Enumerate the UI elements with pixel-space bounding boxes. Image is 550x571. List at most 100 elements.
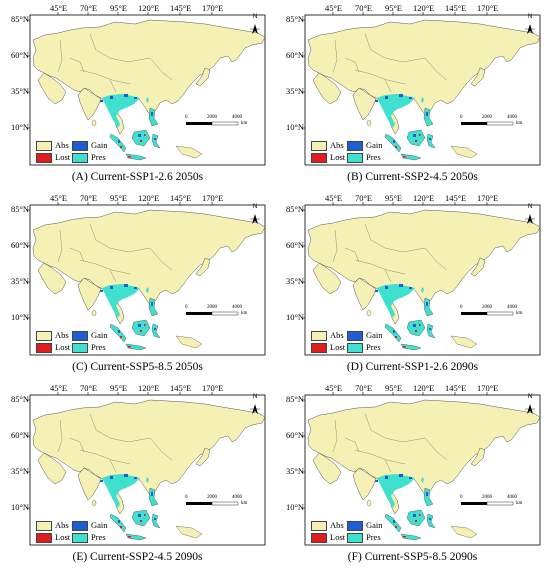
lon-label: 95°E xyxy=(110,193,128,203)
lon-label: 145°E xyxy=(170,383,192,393)
java-landmass xyxy=(125,343,147,351)
lon-label: 95°E xyxy=(385,3,403,13)
gain-patches xyxy=(375,474,431,523)
eurasia-landmass xyxy=(32,19,266,116)
eurasia-landmass xyxy=(32,209,266,306)
sulawesi-landmass xyxy=(426,133,436,149)
frame-ticks xyxy=(302,202,488,319)
frame-ticks xyxy=(27,12,213,129)
scale-tick: 4000 xyxy=(507,115,517,120)
arabia-landmass xyxy=(37,72,67,105)
lat-label: 10°N xyxy=(10,122,29,132)
legend-pres: Pres xyxy=(72,342,106,354)
java-landmass xyxy=(400,343,422,351)
lat-label: 85°N xyxy=(285,204,304,214)
legend-lost: Lost xyxy=(311,152,345,164)
pres-area-mainland xyxy=(377,94,415,128)
lon-label: 170°E xyxy=(202,193,224,203)
japan-landmass xyxy=(470,257,486,277)
arabia-landmass xyxy=(312,452,342,485)
north-label: N xyxy=(528,14,533,20)
legend-label-lost: Lost xyxy=(55,342,71,352)
lost-patches xyxy=(395,514,421,538)
japan-landmass xyxy=(470,447,486,467)
lon-label: 95°E xyxy=(110,383,128,393)
map-canvas xyxy=(302,392,541,546)
country-borders xyxy=(57,33,173,93)
lat-label: 10°N xyxy=(10,312,29,322)
north-label: N xyxy=(253,394,258,400)
scale-tick: 2000 xyxy=(482,115,492,120)
legend-swatch-lost xyxy=(36,153,52,164)
legend-abs: Abs xyxy=(311,330,344,342)
scale-tick: 2000 xyxy=(207,305,217,310)
scale-bar xyxy=(186,501,239,506)
gain-patches xyxy=(100,94,156,143)
pres-area-taiwan xyxy=(146,287,149,293)
scale-unit: km xyxy=(241,121,248,126)
panel-caption: (B) Current-SSP2-4.5 2050s xyxy=(347,171,478,183)
scale-tick: 2000 xyxy=(207,495,217,500)
pres-area-mainland xyxy=(102,474,140,508)
legend-swatch-lost xyxy=(311,343,327,354)
legend-label-gain: Gain xyxy=(91,140,108,150)
country-borders xyxy=(57,413,173,473)
lat-label: 10°N xyxy=(285,312,304,322)
legend-swatch-lost xyxy=(36,343,52,354)
lon-label: 70°E xyxy=(80,383,98,393)
legend-swatch-gain xyxy=(347,331,363,342)
legend-swatch-pres xyxy=(72,533,88,544)
scale-unit: km xyxy=(516,501,523,506)
lat-label: 60°N xyxy=(285,430,304,440)
lon-label: 45°E xyxy=(50,3,68,13)
sulawesi-landmass xyxy=(151,323,161,339)
legend-lost: Lost xyxy=(36,152,70,164)
legend-label-abs: Abs xyxy=(55,520,69,530)
map-panel-d: N 45°E 70°E 95°E 120°E 145°E 170°E 85°N … xyxy=(275,190,550,380)
eurasia-landmass xyxy=(32,399,266,496)
legend-label-lost: Lost xyxy=(330,532,346,542)
legend-label-pres: Pres xyxy=(91,152,106,162)
arabia-landmass xyxy=(37,452,67,485)
legend-swatch-gain xyxy=(72,141,88,152)
legend-swatch-gain xyxy=(72,331,88,342)
legend-label-pres: Pres xyxy=(91,342,106,352)
scale-tick: 4000 xyxy=(507,305,517,310)
scale-unit: km xyxy=(516,311,523,316)
lat-label: 60°N xyxy=(10,240,29,250)
legend-swatch-gain xyxy=(347,521,363,532)
lon-label: 170°E xyxy=(477,3,499,13)
legend-label-pres: Pres xyxy=(366,152,381,162)
legend-abs: Abs xyxy=(36,520,69,532)
legend-gain: Gain xyxy=(347,330,383,342)
lon-label: 45°E xyxy=(325,3,343,13)
legend-swatch-abs xyxy=(36,331,52,342)
north-arrow xyxy=(525,404,535,414)
pres-area-mainland xyxy=(102,94,140,128)
scale-tick: 4000 xyxy=(507,495,517,500)
lat-label: 35°N xyxy=(10,466,29,476)
lat-label: 10°N xyxy=(285,122,304,132)
lat-label: 10°N xyxy=(10,502,29,512)
map-canvas xyxy=(302,202,541,356)
india-landmass xyxy=(352,277,377,311)
lat-label: 35°N xyxy=(285,86,304,96)
lat-label: 35°N xyxy=(285,276,304,286)
legend-swatch-pres xyxy=(72,153,88,164)
map-panel-f: N 45°E 70°E 95°E 120°E 145°E 170°E 85°N … xyxy=(275,380,550,570)
north-label: N xyxy=(253,204,258,210)
legend-label-gain: Gain xyxy=(91,520,108,530)
north-label: N xyxy=(528,394,533,400)
legend-gain: Gain xyxy=(72,140,108,152)
legend-lost: Lost xyxy=(36,532,70,544)
lat-label: 35°N xyxy=(10,276,29,286)
legend-label-gain: Gain xyxy=(366,520,383,530)
lon-label: 145°E xyxy=(445,193,467,203)
scale-unit: km xyxy=(516,121,523,126)
java-landmass xyxy=(125,153,147,161)
legend-swatch-pres xyxy=(347,533,363,544)
gain-patches xyxy=(100,474,156,523)
lost-patches xyxy=(120,324,146,348)
lat-label: 85°N xyxy=(10,14,29,24)
lat-label: 60°N xyxy=(285,240,304,250)
